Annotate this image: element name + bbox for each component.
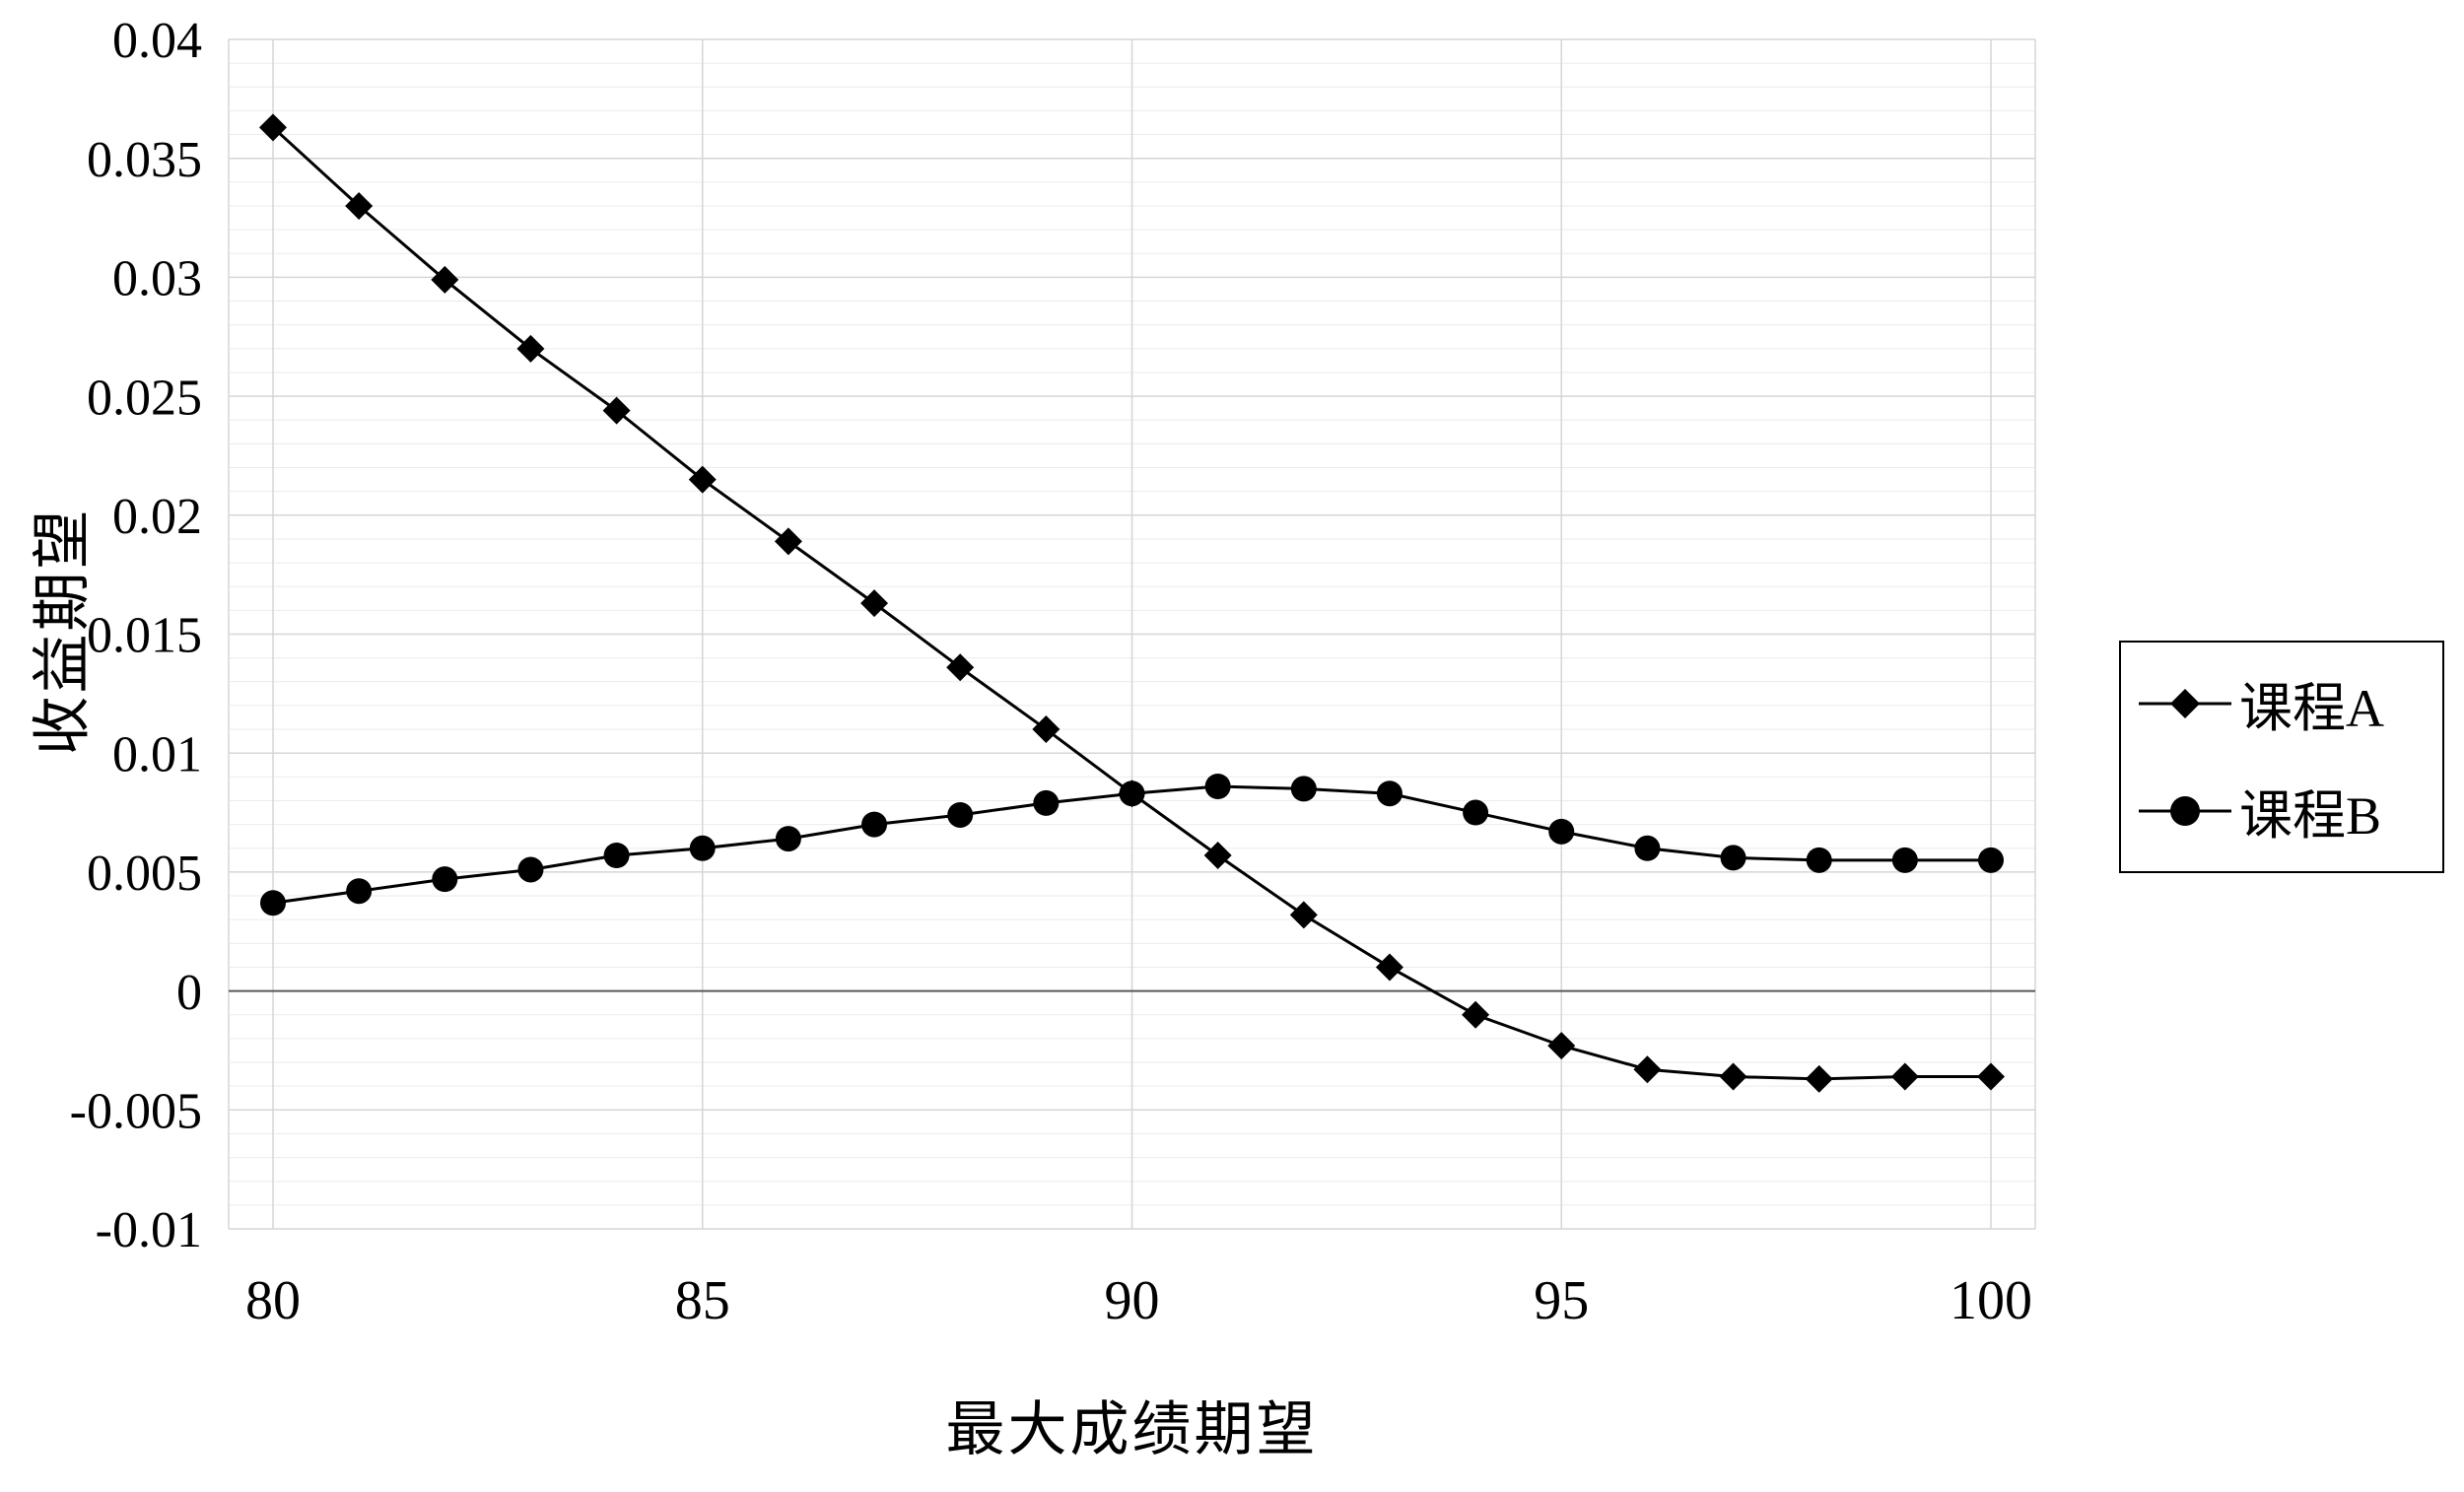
circle-marker [1119,780,1145,807]
circle-marker [1634,835,1661,861]
x-tick-label: 90 [1105,1270,1160,1331]
circle-marker [861,811,888,838]
diamond-marker [431,265,459,294]
circle-marker [1463,799,1489,826]
diamond-marker [259,113,287,142]
y-tick-label: 0.04 [112,13,202,69]
y-tick-label: 0.035 [87,132,202,188]
x-tick-label: 100 [1950,1270,2032,1331]
circle-marker [1376,780,1403,807]
circle-marker [432,866,458,893]
circle-marker [1033,789,1060,816]
diamond-marker [1462,1000,1490,1029]
diamond-marker [1289,901,1318,929]
diamond-marker [1719,1062,1747,1091]
diamond-marker-icon [2139,688,2231,718]
diamond-marker [1547,1032,1576,1060]
diamond-marker [345,191,374,220]
circle-marker [1720,845,1746,871]
circle-marker [603,843,630,869]
legend-label-series-a: 课程A [2239,679,2384,738]
circle-marker [1891,847,1918,873]
y-tick-label: 0.005 [87,846,202,902]
y-tick-label: -0.005 [70,1084,202,1140]
diamond-marker [774,527,802,556]
diamond-marker [602,396,631,425]
diamond-marker [1890,1062,1919,1091]
y-tick-label: 0 [176,965,202,1021]
y-tick-label: 0.01 [112,726,202,782]
circle-marker [1548,818,1575,845]
circle-marker [517,856,544,883]
diamond-marker [860,589,889,618]
diamond-marker [688,465,717,494]
y-tick-label: 0.025 [87,370,202,426]
circle-marker [775,826,801,852]
y-tick-label: 0.03 [112,251,202,307]
x-tick-label: 95 [1534,1270,1589,1331]
y-axis-title: 收益期望 [30,507,96,755]
legend: 课程A 课程B [2119,641,2444,873]
circle-marker [1204,773,1231,799]
circle-marker [1290,776,1317,802]
y-tick-label: 0.02 [112,489,202,545]
circle-marker [260,890,286,916]
y-tick-label: 0.015 [87,608,202,664]
circle-marker [947,801,974,828]
y-tick-label: -0.01 [96,1202,202,1258]
diamond-marker [946,653,975,682]
legend-label-series-b: 课程B [2239,786,2382,846]
x-tick-label: 85 [675,1270,730,1331]
y-axis-title-container: 收益期望 [18,325,97,936]
circle-marker [689,835,716,861]
diamond-marker [516,334,545,363]
circle-marker [1806,847,1832,873]
circle-marker [1978,847,2004,873]
diamond-marker [1977,1062,2005,1091]
x-tick-label: 80 [245,1270,301,1331]
circle-marker [346,878,373,905]
circle-marker-icon [2139,795,2231,826]
diamond-marker [1032,715,1061,744]
diamond-marker [1203,842,1232,870]
legend-item-series-a: 课程A [2137,664,2427,742]
diamond-marker [1375,953,1403,982]
diamond-marker [1805,1064,1833,1093]
diamond-marker [1633,1055,1662,1084]
legend-item-series-b: 课程B [2137,772,2427,849]
x-axis-title: 最大成绩期望 [945,1397,1319,1462]
